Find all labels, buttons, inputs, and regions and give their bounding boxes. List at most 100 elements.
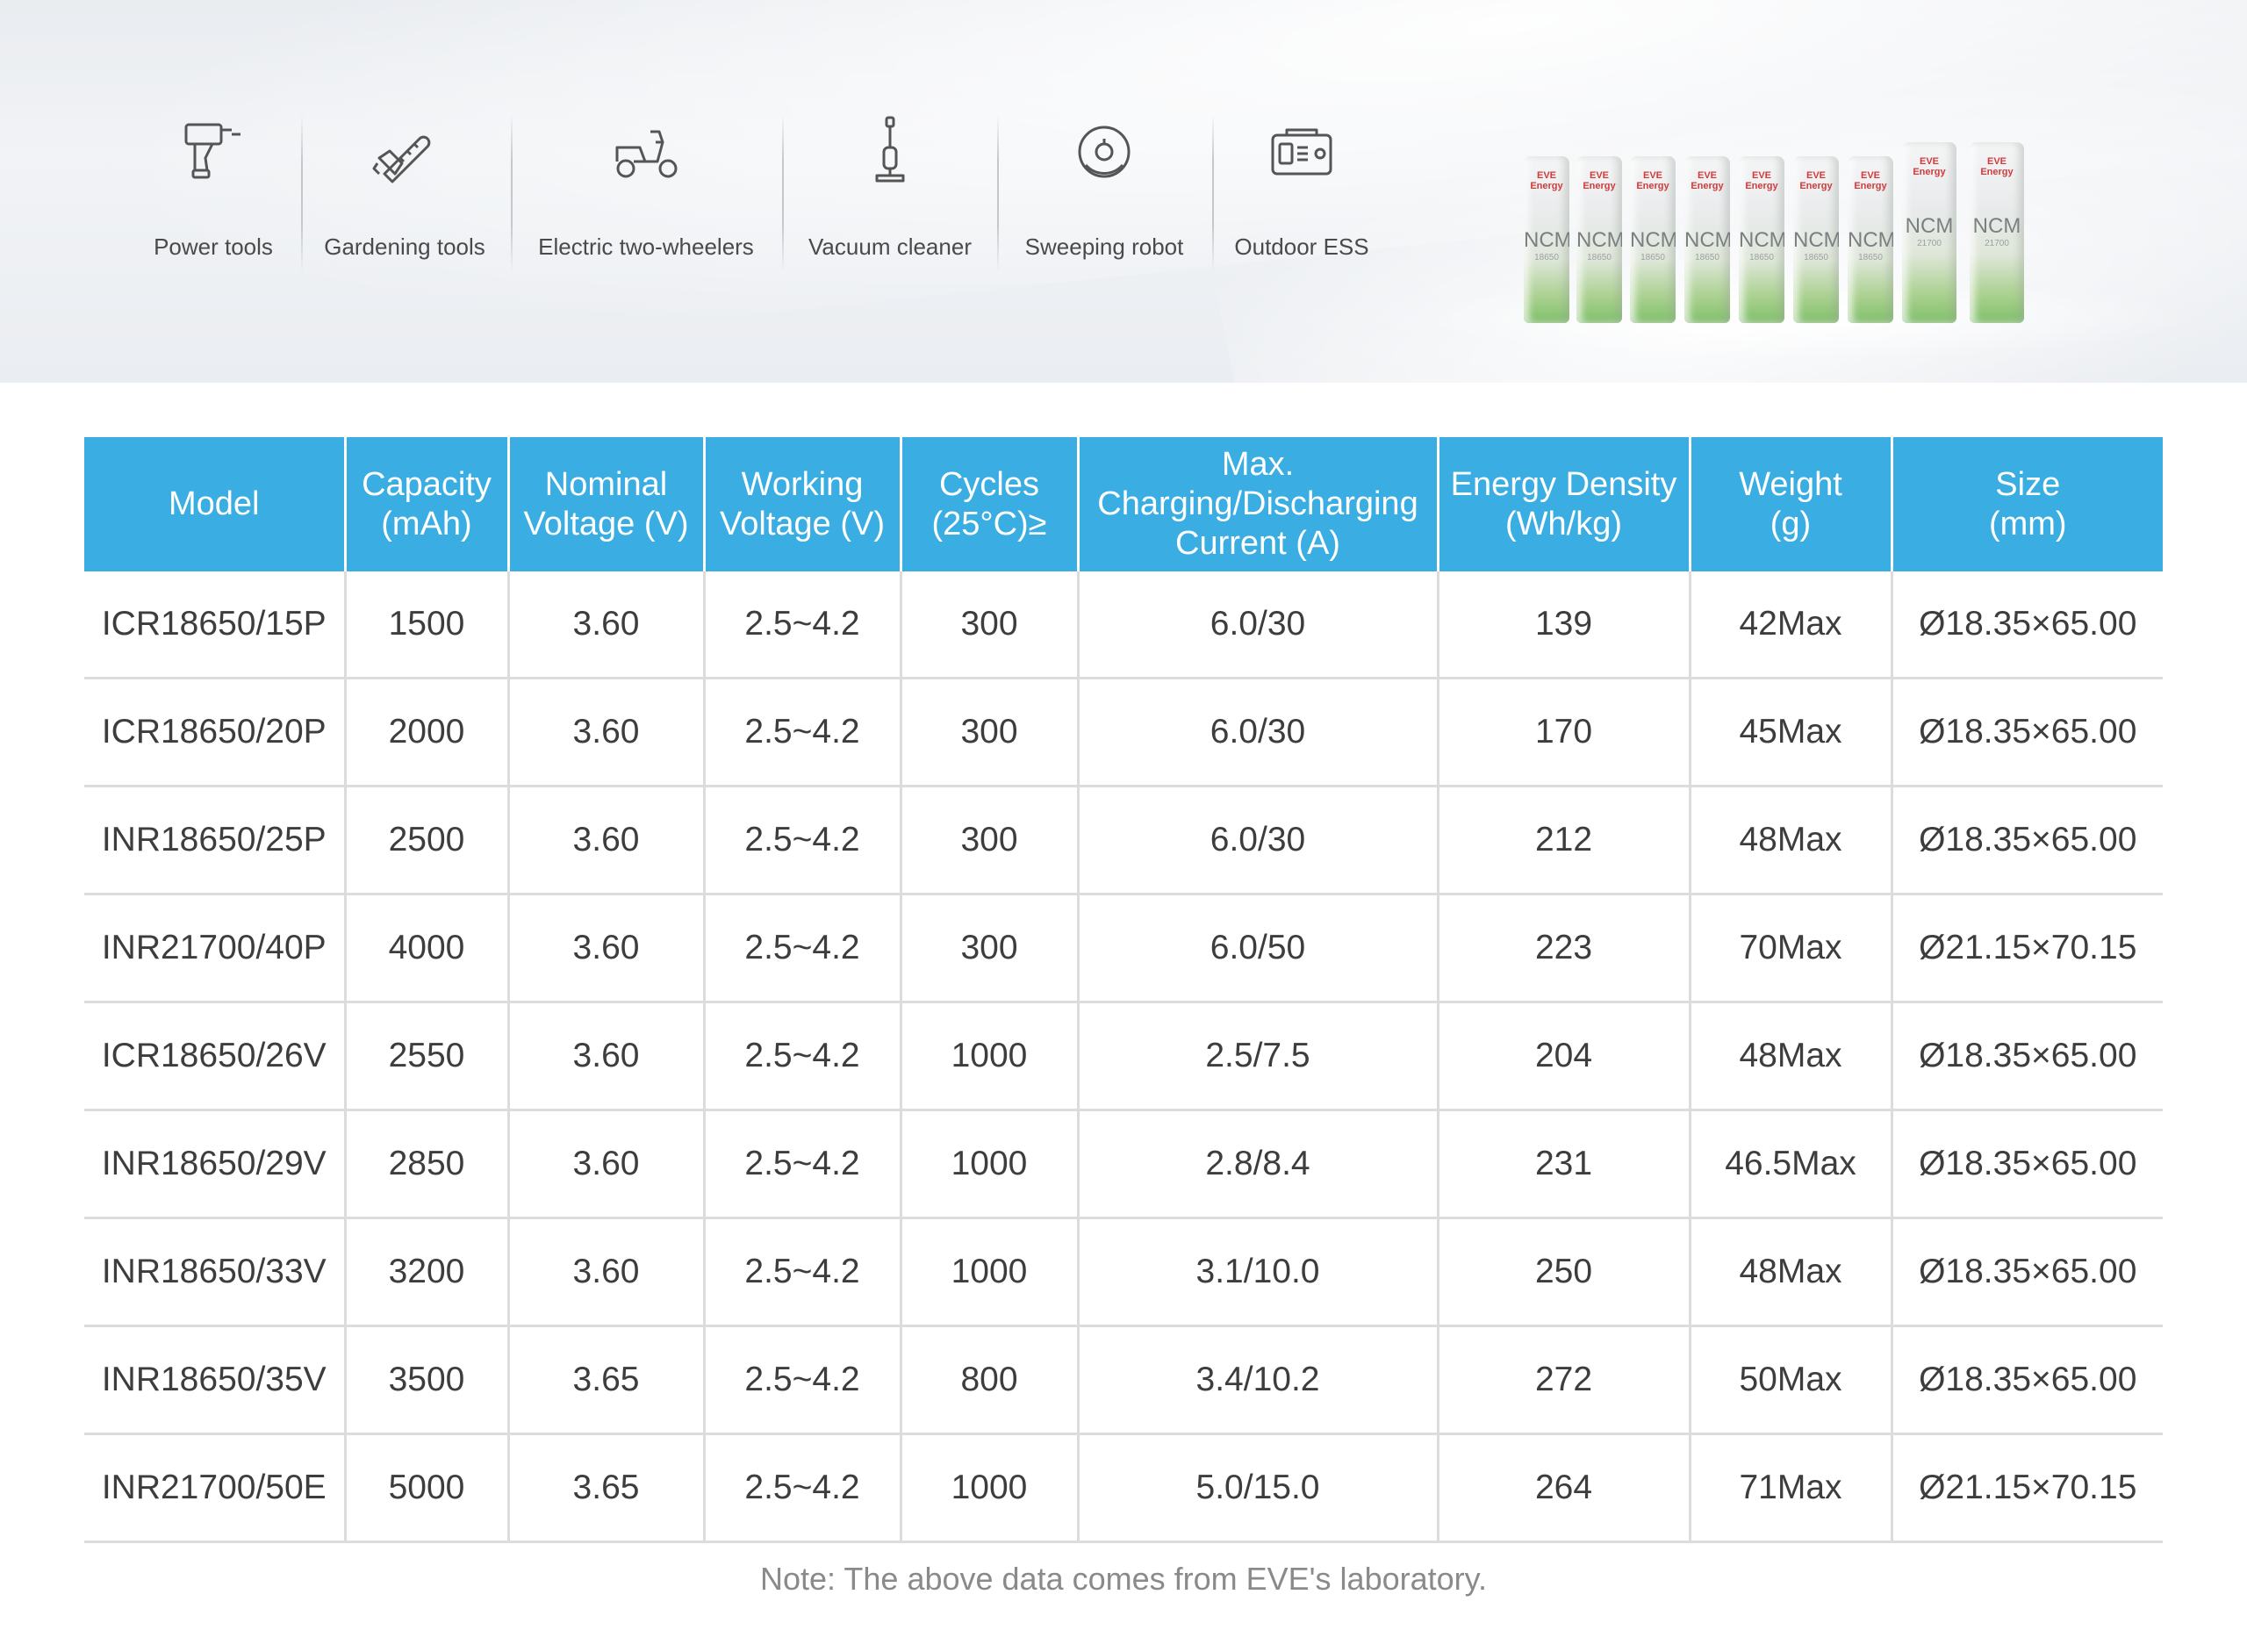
cell-size: Ø18.35×65.00 bbox=[1890, 1110, 2163, 1219]
cell-cycles: 1000 bbox=[899, 1002, 1078, 1111]
battery-chemistry: NCM bbox=[1524, 228, 1569, 252]
cell-working-voltage: 2.5~4.2 bbox=[702, 786, 901, 895]
cell-capacity: 2500 bbox=[343, 786, 508, 895]
cell-working-voltage: 2.5~4.2 bbox=[702, 571, 901, 679]
cell-model: INR18650/29V bbox=[84, 1110, 345, 1219]
cell-working-voltage: 2.5~4.2 bbox=[702, 894, 901, 1003]
battery-brand: EVE Energy bbox=[1691, 170, 1724, 191]
battery-brand: EVE Energy bbox=[1913, 156, 1946, 177]
battery-size: 18650 bbox=[1804, 253, 1828, 262]
cell-nominal-voltage: 3.60 bbox=[506, 571, 704, 679]
table-row: INR18650/35V 3500 3.65 2.5~4.2 800 3.4/1… bbox=[84, 1325, 2163, 1435]
battery-cell: EVE Energy NCM 21700 bbox=[1902, 142, 1956, 323]
battery-size: 18650 bbox=[1695, 253, 1719, 262]
cell-cycles: 1000 bbox=[899, 1110, 1078, 1219]
table-header-row: Model Capacity (mAh) Nominal Voltage (V)… bbox=[84, 437, 2163, 571]
cell-weight: 46.5Max bbox=[1688, 1110, 1892, 1219]
cell-capacity: 2850 bbox=[343, 1110, 508, 1219]
cell-weight: 42Max bbox=[1688, 571, 1892, 679]
cell-model: INR21700/50E bbox=[84, 1433, 345, 1543]
battery-chemistry: NCM bbox=[1905, 214, 1954, 238]
applications-banner: Power tools Gardening tools bbox=[0, 0, 2247, 383]
cell-size: Ø21.15×70.15 bbox=[1890, 1433, 2163, 1543]
battery-cell: EVE Energy NCM 18650 bbox=[1684, 156, 1730, 323]
cell-cycles: 300 bbox=[899, 571, 1078, 679]
battery-size: 18650 bbox=[1858, 253, 1883, 262]
cell-weight: 45Max bbox=[1688, 678, 1892, 787]
column-header-line: Current (A) bbox=[1175, 525, 1340, 562]
cell-capacity: 3500 bbox=[343, 1325, 508, 1435]
cell-size: Ø18.35×65.00 bbox=[1890, 786, 2163, 895]
battery-brand: EVE Energy bbox=[1530, 170, 1563, 191]
column-header-capacity: Capacity (mAh) bbox=[343, 437, 508, 571]
cell-model: INR18650/33V bbox=[84, 1217, 345, 1327]
cell-size: Ø18.35×65.00 bbox=[1890, 571, 2163, 679]
scooter-icon bbox=[607, 112, 686, 191]
cell-capacity: 2000 bbox=[343, 678, 508, 787]
cell-weight: 48Max bbox=[1688, 786, 1892, 895]
table-row: INR18650/33V 3200 3.60 2.5~4.2 1000 3.1/… bbox=[84, 1217, 2163, 1327]
application-label: Outdoor ESS bbox=[1234, 233, 1369, 260]
column-header-line: (Wh/kg) bbox=[1505, 505, 1622, 542]
column-header-line: Charging/Discharging bbox=[1097, 485, 1418, 522]
cell-working-voltage: 2.5~4.2 bbox=[702, 1110, 901, 1219]
battery-cell: EVE Energy NCM 18650 bbox=[1739, 156, 1784, 323]
table-row: ICR18650/26V 2550 3.60 2.5~4.2 1000 2.5/… bbox=[84, 1002, 2163, 1111]
battery-brand: EVE Energy bbox=[1799, 170, 1833, 191]
column-header-cycles: Cycles (25°C)≥ bbox=[899, 437, 1078, 571]
cell-nominal-voltage: 3.60 bbox=[506, 678, 704, 787]
table-row: ICR18650/15P 1500 3.60 2.5~4.2 300 6.0/3… bbox=[84, 571, 2163, 679]
cell-working-voltage: 2.5~4.2 bbox=[702, 1325, 901, 1435]
cell-energy-density: 223 bbox=[1436, 894, 1690, 1003]
battery-brand: EVE Energy bbox=[1854, 170, 1887, 191]
cell-energy-density: 272 bbox=[1436, 1325, 1690, 1435]
battery-cell: EVE Energy NCM 21700 bbox=[1970, 142, 2024, 323]
cell-max-current: 6.0/30 bbox=[1076, 786, 1438, 895]
cell-size: Ø18.35×65.00 bbox=[1890, 1002, 2163, 1111]
battery-brand: EVE Energy bbox=[1636, 170, 1669, 191]
column-header-line: Size bbox=[1995, 465, 2061, 503]
cell-weight: 50Max bbox=[1688, 1325, 1892, 1435]
table-row: INR21700/40P 4000 3.60 2.5~4.2 300 6.0/5… bbox=[84, 894, 2163, 1003]
battery-cell: EVE Energy NCM 18650 bbox=[1576, 156, 1622, 323]
column-header-line: Weight bbox=[1739, 465, 1842, 503]
column-header-line: Model bbox=[169, 485, 260, 522]
robot-vacuum-icon bbox=[1065, 112, 1144, 191]
divider bbox=[301, 114, 303, 272]
column-header-size: Size (mm) bbox=[1890, 437, 2163, 571]
battery-size: 21700 bbox=[1917, 239, 1942, 248]
cell-size: Ø21.15×70.15 bbox=[1890, 894, 2163, 1003]
cell-weight: 48Max bbox=[1688, 1217, 1892, 1327]
cell-max-current: 6.0/30 bbox=[1076, 571, 1438, 679]
cell-max-current: 2.8/8.4 bbox=[1076, 1110, 1438, 1219]
battery-size: 18650 bbox=[1587, 253, 1612, 262]
column-header-line: Energy Density bbox=[1450, 465, 1677, 503]
battery-chemistry: NCM bbox=[1972, 214, 2021, 238]
application-label: Sweeping robot bbox=[1024, 233, 1184, 260]
cell-capacity: 5000 bbox=[343, 1433, 508, 1543]
cell-energy-density: 212 bbox=[1436, 786, 1690, 895]
cell-weight: 71Max bbox=[1688, 1433, 1892, 1543]
column-header-line: Capacity bbox=[362, 465, 492, 503]
divider bbox=[511, 114, 513, 272]
battery-chemistry: NCM bbox=[1684, 228, 1730, 252]
cell-max-current: 3.4/10.2 bbox=[1076, 1325, 1438, 1435]
cell-size: Ø18.35×65.00 bbox=[1890, 1217, 2163, 1327]
table-row: INR18650/29V 2850 3.60 2.5~4.2 1000 2.8/… bbox=[84, 1110, 2163, 1219]
battery-brand: EVE Energy bbox=[1980, 156, 2014, 177]
battery-chemistry: NCM bbox=[1630, 228, 1676, 252]
cell-nominal-voltage: 3.60 bbox=[506, 1002, 704, 1111]
cell-energy-density: 264 bbox=[1436, 1433, 1690, 1543]
battery-chemistry: NCM bbox=[1848, 228, 1893, 252]
column-header-energy-density: Energy Density (Wh/kg) bbox=[1436, 437, 1690, 571]
battery-cell: EVE Energy NCM 18650 bbox=[1793, 156, 1839, 323]
cell-energy-density: 204 bbox=[1436, 1002, 1690, 1111]
table-row: INR21700/50E 5000 3.65 2.5~4.2 1000 5.0/… bbox=[84, 1433, 2163, 1543]
cell-nominal-voltage: 3.60 bbox=[506, 1217, 704, 1327]
power-station-icon bbox=[1262, 112, 1341, 191]
battery-size: 18650 bbox=[1640, 253, 1665, 262]
column-header-line: (25°C)≥ bbox=[931, 505, 1047, 542]
battery-spec-table: Model Capacity (mAh) Nominal Voltage (V)… bbox=[84, 437, 2163, 1543]
cell-nominal-voltage: 3.60 bbox=[506, 1110, 704, 1219]
column-header-working-voltage: Working Voltage (V) bbox=[702, 437, 901, 571]
